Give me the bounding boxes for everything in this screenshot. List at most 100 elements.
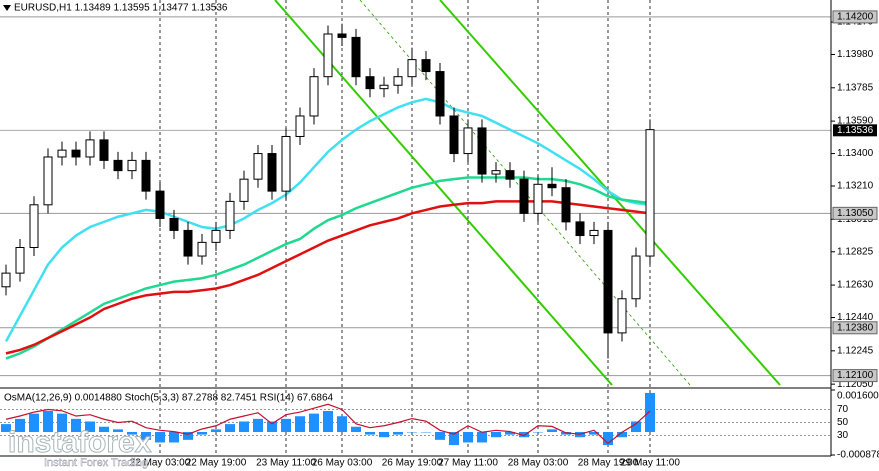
osma-bar xyxy=(435,431,445,440)
level-label: 1.12380 xyxy=(837,322,874,333)
last-price-label: 1.13536 xyxy=(837,125,874,136)
osma-bar xyxy=(533,431,543,433)
osma-bar xyxy=(421,431,431,433)
osma-bar xyxy=(253,418,263,432)
y-tick-label: 1.12245 xyxy=(837,345,874,356)
candle-body xyxy=(561,187,571,223)
osma-bar xyxy=(239,421,249,432)
candle-body xyxy=(225,200,235,231)
osma-bar xyxy=(127,431,137,435)
osma-bar xyxy=(463,431,473,443)
candle-body xyxy=(99,139,109,161)
candle-body xyxy=(351,36,361,78)
candle-body xyxy=(85,139,95,158)
chart-title: EURUSD,H1 1.13489 1.13595 1.13477 1.1353… xyxy=(14,3,228,14)
candle-body xyxy=(603,229,613,334)
osma-bar xyxy=(449,431,459,446)
candle-body xyxy=(113,159,123,172)
osma-bar xyxy=(183,431,193,440)
osma-bar xyxy=(323,410,333,432)
plot-layer: 1.141701.139801.137851.135901.134001.132… xyxy=(1,10,879,469)
candle-body xyxy=(211,229,221,243)
moving-average xyxy=(4,97,651,343)
level-label: 1.14200 xyxy=(837,12,874,23)
candle-body xyxy=(57,149,67,158)
indicator-y2-label: 50 xyxy=(837,417,849,428)
candle-body xyxy=(435,71,445,117)
candle-body xyxy=(449,115,459,155)
symbol-icon xyxy=(3,5,11,11)
candle-body xyxy=(197,241,207,257)
osma-bar xyxy=(141,431,151,440)
y-tick-label: 1.12440 xyxy=(837,312,874,323)
x-tick-label: 23 May 11:00 xyxy=(256,458,316,469)
osma-bar xyxy=(645,392,655,432)
candle-body xyxy=(141,159,151,192)
y-tick-label: 1.13210 xyxy=(837,181,874,192)
osma-bar xyxy=(337,416,347,432)
watermark-tagline: Instant Forex Trading xyxy=(44,457,148,469)
candle-body xyxy=(477,127,487,175)
candle-body xyxy=(253,153,263,180)
level-label: 1.13050 xyxy=(837,208,874,219)
x-tick-label: 28 May 19:00 xyxy=(578,458,639,469)
candle-body xyxy=(43,156,53,206)
osma-bar xyxy=(519,431,529,438)
indicator-tick-label: 0.0016007 xyxy=(837,391,879,402)
candle-body xyxy=(71,149,81,158)
candle-body xyxy=(505,170,515,180)
level-label-box xyxy=(832,321,878,335)
osma-bar xyxy=(29,413,39,432)
osma-bar xyxy=(589,431,599,435)
osma-bar xyxy=(617,431,627,438)
candle-body xyxy=(575,221,585,237)
osma-bar xyxy=(15,418,25,432)
candle-body xyxy=(421,59,431,73)
osma-bar xyxy=(393,431,403,435)
indicator-tick-label: -0.000878 xyxy=(837,450,879,461)
candle-body xyxy=(309,76,319,117)
candle-body xyxy=(407,59,417,78)
candle-body xyxy=(337,33,347,38)
candle-body xyxy=(267,153,277,192)
osma-bar xyxy=(99,426,109,432)
level-label-box xyxy=(832,10,878,24)
y-tick-label: 1.12050 xyxy=(837,379,874,390)
osma-bar xyxy=(57,413,67,432)
indicator-y2-label: 30 xyxy=(837,430,849,441)
candle-body xyxy=(239,178,249,202)
osma-bar xyxy=(197,431,207,435)
level-label-box xyxy=(832,369,878,383)
osma-bar xyxy=(477,431,487,443)
candle-body xyxy=(127,159,137,172)
osma-bar xyxy=(43,410,53,432)
osma-bar xyxy=(155,431,165,443)
osma-bar xyxy=(379,431,389,438)
candle-body xyxy=(281,135,291,192)
y-tick-label: 1.13400 xyxy=(837,148,874,159)
osma-bar xyxy=(113,429,123,432)
candle-body xyxy=(295,115,305,137)
osma-bar xyxy=(631,421,641,432)
osma-bar xyxy=(169,431,179,443)
candle-body xyxy=(169,217,179,231)
x-tick-label: 22 May 19:00 xyxy=(186,458,247,469)
x-tick-label: 22 May 03:00 xyxy=(130,458,191,469)
candle-body xyxy=(631,255,641,300)
osma-bar xyxy=(281,418,291,432)
osma-bar xyxy=(225,424,235,432)
candle-body xyxy=(463,127,473,155)
last-price-box xyxy=(833,124,877,137)
y-tick-label: 1.13590 xyxy=(837,116,874,127)
candle-body xyxy=(645,129,655,257)
candle-body xyxy=(379,84,389,90)
y-tick-label: 1.12630 xyxy=(837,280,874,291)
moving-average xyxy=(5,176,651,360)
osma-bar xyxy=(211,429,221,432)
moving-average xyxy=(5,200,651,355)
osma-bar xyxy=(365,431,375,435)
osma-bar xyxy=(1,424,11,432)
x-tick-label: 27 May 11:00 xyxy=(438,458,498,469)
candle-body xyxy=(29,204,39,249)
